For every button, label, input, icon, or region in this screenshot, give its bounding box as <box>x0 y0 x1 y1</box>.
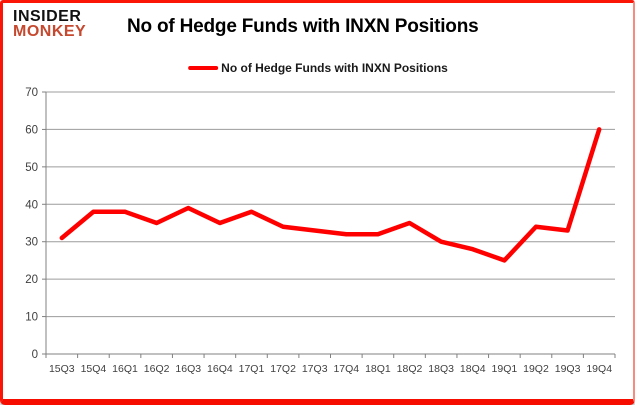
x-tick-label: 19Q4 <box>586 363 612 375</box>
x-tick-label: 18Q3 <box>428 363 454 375</box>
x-tick-label: 15Q3 <box>49 363 75 375</box>
x-tick-label: 16Q2 <box>144 363 170 375</box>
x-tick-label: 19Q1 <box>492 363 518 375</box>
x-tick-label: 16Q3 <box>175 363 201 375</box>
x-tick-label: 19Q3 <box>555 363 581 375</box>
y-tick-label: 50 <box>25 162 38 174</box>
y-tick-label: 70 <box>25 87 38 99</box>
x-tick-label: 17Q2 <box>270 363 296 375</box>
logo-line-monkey: MONKEY <box>13 22 87 40</box>
y-tick-label: 10 <box>25 312 38 324</box>
x-tick-label: 19Q2 <box>523 363 549 375</box>
chart-title: No of Hedge Funds with INXN Positions <box>127 16 479 37</box>
legend: No of Hedge Funds with INXN Positions <box>188 61 448 75</box>
x-tick-label: 17Q1 <box>239 363 265 375</box>
x-tick-label: 16Q1 <box>112 363 138 375</box>
legend-label: No of Hedge Funds with INXN Positions <box>221 61 448 75</box>
y-tick-label: 20 <box>25 274 38 286</box>
x-tick-label: 18Q4 <box>460 363 486 375</box>
x-tick-label: 15Q4 <box>81 363 107 375</box>
x-tick-label: 17Q4 <box>333 363 359 375</box>
logo-line-insider: INSIDER <box>13 8 82 25</box>
legend-line-swatch <box>188 66 219 70</box>
series-line <box>59 127 602 263</box>
x-tick-label: 18Q2 <box>397 363 423 375</box>
x-tick-label: 16Q4 <box>207 363 233 375</box>
y-tick-label: 0 <box>32 349 38 361</box>
y-tick-label: 30 <box>25 237 38 249</box>
insider-monkey-logo: INSIDER MONKEY <box>13 8 87 40</box>
y-tick-label: 40 <box>25 199 38 211</box>
y-tick-label: 60 <box>25 124 38 136</box>
line-chart-plot: 0 10 20 30 40 50 60 70 15Q3 15Q4 16Q1 16Q2 16Q3 16Q4 1… <box>25 87 616 375</box>
x-tick-label: 17Q3 <box>302 363 328 375</box>
x-tick-label: 18Q1 <box>365 363 391 375</box>
